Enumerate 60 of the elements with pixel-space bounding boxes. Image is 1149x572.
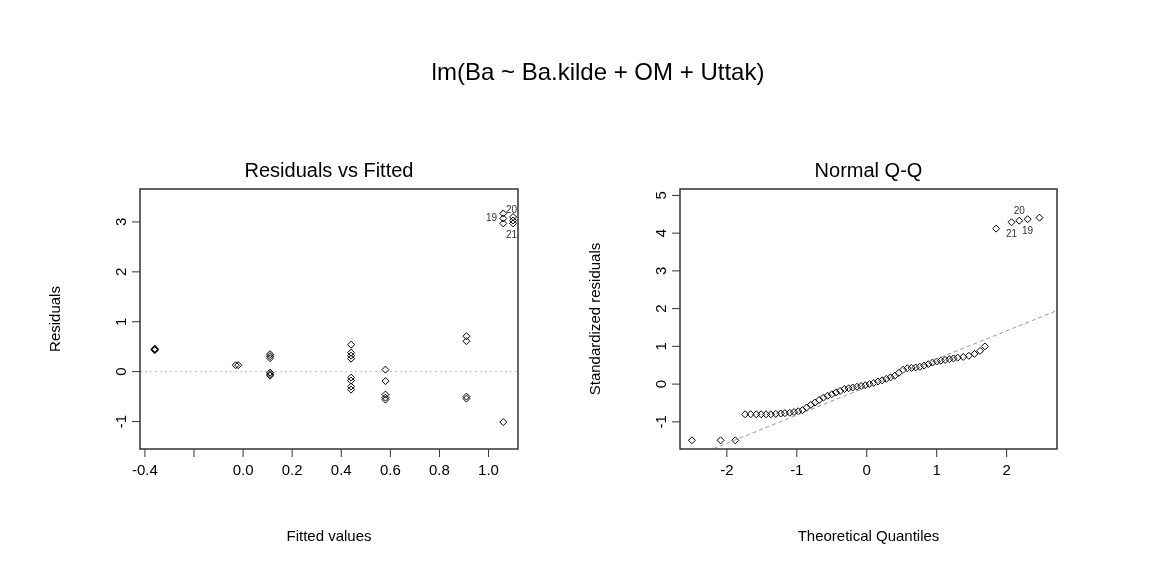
point <box>509 216 518 225</box>
chart-title: Normal Q-Q <box>814 159 923 181</box>
y-tick-label: 4 <box>652 228 669 238</box>
point <box>266 368 275 377</box>
annotation: 19 <box>485 211 498 223</box>
x-tick-label: 0.4 <box>330 461 352 478</box>
point <box>347 351 356 360</box>
annotation: 19 <box>1022 225 1034 237</box>
x-tick-label: 0.2 <box>281 461 303 478</box>
x-axis-title: Theoretical Quantiles <box>797 527 940 544</box>
point <box>347 354 356 363</box>
point <box>499 219 508 228</box>
x-tick-label: 1 <box>932 461 941 478</box>
y-tick-label: 3 <box>652 266 669 276</box>
text: lm(Ba ~ Ba.kilde + OM + Uttak) <box>431 58 765 85</box>
point <box>231 361 240 370</box>
y-tick-label: 2 <box>112 267 129 277</box>
point <box>509 212 518 221</box>
x-tick-label: 1.0 <box>478 461 499 478</box>
point <box>499 209 508 218</box>
point <box>462 332 471 341</box>
annotation: 21 <box>1005 228 1018 240</box>
annotation: 21 <box>505 229 518 241</box>
y-tick-label: 0 <box>112 367 129 376</box>
y-axis-title: Residuals <box>46 286 63 352</box>
point <box>234 361 243 370</box>
point <box>347 376 356 385</box>
x-axis-title: Fitted values <box>286 527 372 544</box>
y-tick-label: 1 <box>112 317 129 326</box>
x-tick-label: -1 <box>790 461 804 478</box>
point <box>347 382 356 391</box>
y-tick-label: 5 <box>652 191 669 200</box>
annotation: 20 <box>1013 204 1026 216</box>
y-tick-label: -1 <box>112 414 129 429</box>
point <box>509 219 518 228</box>
chart-title: Residuals vs Fitted <box>244 159 414 181</box>
y-tick-label: 0 <box>652 379 669 389</box>
x-tick-label: 0.0 <box>232 461 254 478</box>
point <box>381 365 390 374</box>
x-tick-label: 2 <box>1002 461 1011 478</box>
y-tick-label: 1 <box>652 342 669 351</box>
annotation: 20 <box>505 204 518 216</box>
point <box>347 340 356 349</box>
y-tick-label: -1 <box>652 415 669 429</box>
x-tick-label: 0 <box>862 461 871 478</box>
point <box>381 390 390 399</box>
point <box>499 214 508 223</box>
point <box>381 377 390 386</box>
y-tick-label: 3 <box>112 217 129 227</box>
point <box>347 373 356 382</box>
point <box>499 418 508 427</box>
y-tick-label: 2 <box>652 304 669 313</box>
x-tick-label: 0.8 <box>429 461 450 478</box>
x-tick-label: 0.6 <box>379 461 401 478</box>
point <box>347 385 356 394</box>
y-axis-title: Standardized residuals <box>586 242 603 396</box>
x-tick-label: -2 <box>720 461 734 478</box>
point <box>347 348 356 357</box>
point <box>462 337 471 346</box>
x-tick-label: -0.4 <box>131 461 158 478</box>
